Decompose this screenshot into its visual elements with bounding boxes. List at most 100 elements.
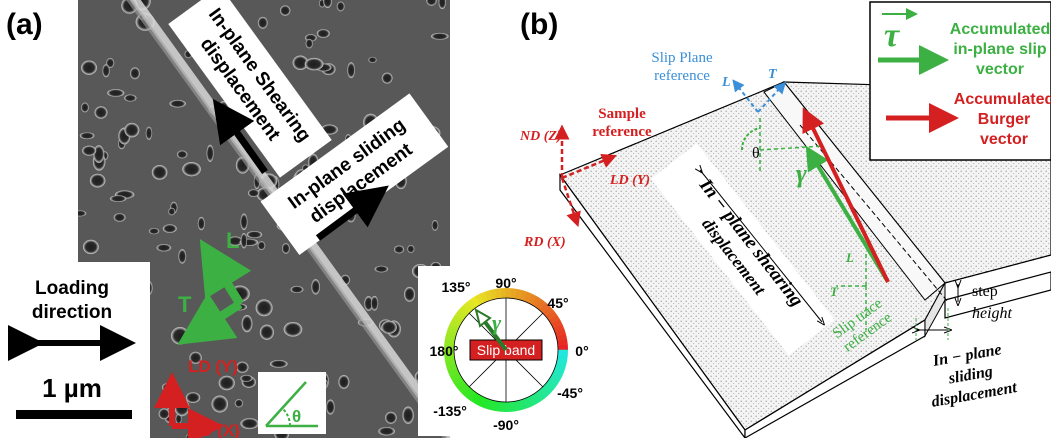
sem-pore (79, 132, 95, 140)
sample-ref-2: reference (592, 124, 652, 140)
wheel-segment (465, 299, 477, 311)
sem-pore (130, 67, 140, 80)
wheel-segment (557, 344, 568, 350)
sliding-banner: In-plane sliding displacement (260, 93, 449, 255)
legend: τ Accumulated in-plane slip vector Accum… (869, 1, 1051, 161)
sem-pore (204, 270, 212, 282)
wheel-segment (548, 314, 560, 324)
sem-pore (236, 361, 249, 373)
sliding-arrow-a (315, 185, 389, 241)
wheel-segment (500, 401, 507, 412)
legend-tau-2: in-plane slip (953, 41, 1047, 58)
legend-tau-symbol: τ (884, 17, 900, 54)
sem-pore (218, 375, 235, 391)
wheel-segment (553, 323, 565, 333)
legend-tau-1: Accumulated (950, 21, 1050, 38)
sem-pore (255, 299, 273, 317)
sem-pore (438, 0, 446, 10)
color-wheel: Slip band γ 135° 90° 45° 180° 0° -135° -… (418, 266, 600, 436)
burger-vector-red (802, 107, 890, 283)
sem-pore (378, 426, 395, 436)
ld-label-b: LD (Y) (609, 173, 650, 188)
wheel-segment (494, 288, 502, 299)
sem-pore (174, 398, 190, 417)
wheel-segment (527, 394, 538, 407)
sem-pore (176, 150, 188, 159)
sem-pore (171, 326, 190, 345)
wheel-segment (449, 371, 462, 382)
wheel-0: 0° (575, 343, 588, 359)
wheel-segment (458, 306, 470, 317)
sem-pore (257, 241, 266, 251)
wheel-segment (500, 288, 506, 299)
shearing-arrow-a (212, 98, 268, 175)
shearing-dim-b (700, 170, 822, 322)
sem-pore (246, 231, 263, 239)
sem-pore (78, 210, 87, 217)
wheel-segment (523, 397, 533, 409)
sem-pore (292, 55, 309, 71)
wheel-segment (527, 293, 537, 305)
sem-pore (402, 406, 414, 424)
wheel-segment (470, 296, 480, 308)
sem-pore (113, 213, 126, 222)
rd-label-b: RD (X) (523, 235, 566, 250)
sem-pore (93, 145, 105, 163)
wheel-segment (557, 354, 568, 361)
wheel-segment (550, 318, 563, 329)
wheel-segment (510, 288, 517, 299)
sample-ref-1: Sample (598, 106, 646, 122)
wheel-segment (466, 389, 477, 401)
sem-pore (269, 359, 288, 368)
sem-pore (169, 99, 186, 108)
L-vec-green: L (845, 250, 854, 265)
wheel-segment (542, 383, 554, 394)
wheel-segment (452, 376, 464, 386)
wheel-segment (484, 290, 493, 302)
sem-pore (148, 228, 160, 235)
wheel-segment (523, 291, 533, 303)
wheel-segment (535, 299, 546, 311)
theta-b: θ (752, 145, 760, 162)
wheel-segment (554, 328, 566, 337)
wheel-segment (489, 288, 497, 300)
wheel-segment (449, 319, 461, 329)
wheel-segment (539, 302, 550, 314)
wheel-segment (519, 398, 528, 410)
sem-pore (323, 0, 333, 8)
sem-pore (200, 300, 215, 317)
wheel-45: 45° (547, 295, 568, 311)
L-vec-blue: L (721, 75, 731, 90)
scale-bar (16, 410, 132, 419)
wheel-segment (444, 354, 455, 362)
sem-pore (381, 320, 397, 334)
sem-pore (394, 245, 405, 254)
sem-pore (305, 38, 313, 49)
wheel-segment (447, 367, 459, 377)
wheel-segment (444, 344, 455, 351)
sem-pore (426, 0, 437, 6)
wheel-segment (444, 333, 456, 342)
sample-reference: Sample reference ND (Z) LD (Y) RD (X) (519, 106, 652, 250)
wheel-segment (506, 401, 512, 412)
gamma-b: γ (796, 159, 807, 188)
sem-pore (89, 173, 106, 188)
sem-pore (81, 102, 89, 113)
sem-pore (151, 164, 168, 180)
sem-pore (404, 286, 416, 302)
wheel-segment (531, 296, 542, 308)
sem-pore (94, 106, 108, 119)
sem-pore (124, 122, 140, 138)
sem-pore (347, 62, 356, 79)
slip-plane-2: reference (654, 68, 710, 84)
axis-T-a: T (178, 292, 192, 317)
wheel-segment (458, 383, 470, 395)
lt-axes-a: L T (177, 228, 252, 345)
sem-pore (189, 351, 202, 364)
legend-burger-1: Accumulated (954, 91, 1051, 108)
sem-pore (234, 399, 244, 408)
wheel-segment (510, 401, 518, 412)
wheel-90: 90° (495, 275, 516, 291)
sem-pore (283, 321, 303, 337)
sem-pore (81, 60, 97, 75)
